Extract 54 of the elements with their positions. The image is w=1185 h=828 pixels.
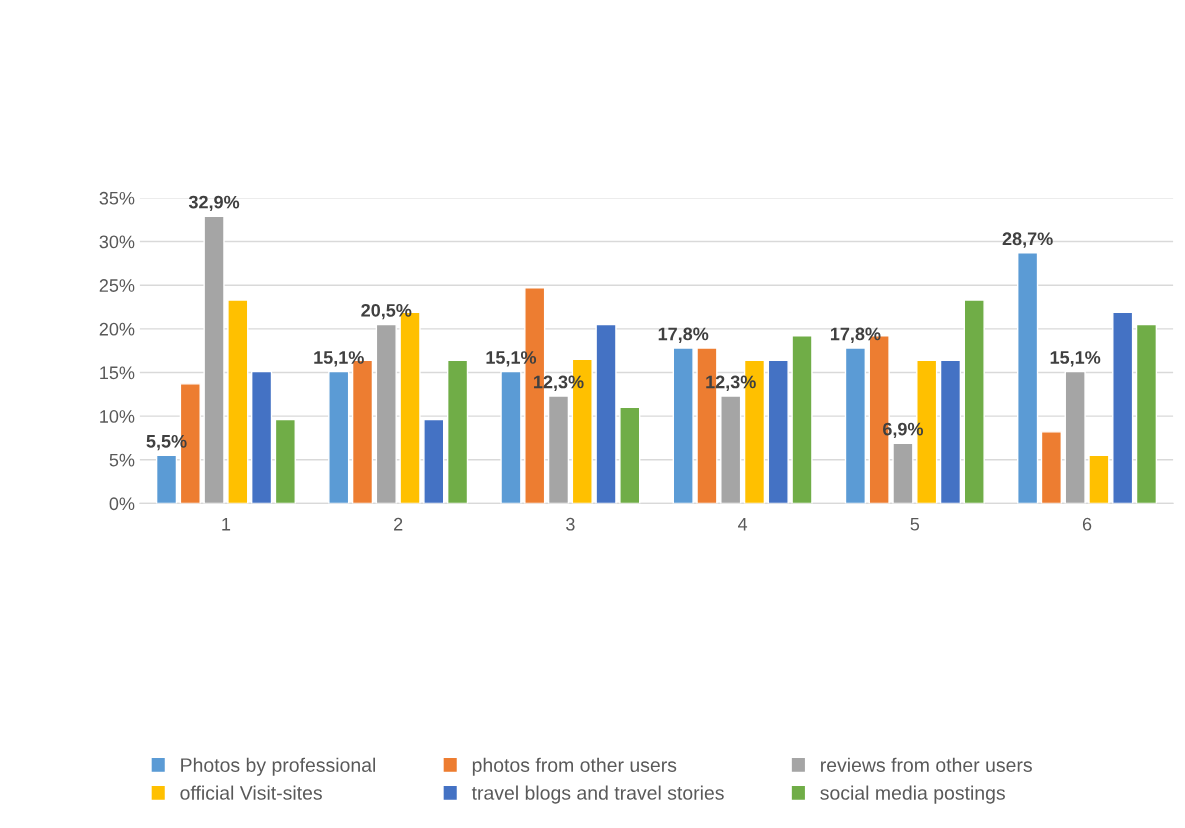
x-tick-label: 2: [394, 517, 403, 531]
bar: [423, 418, 445, 504]
legend-label: official Visit-sites: [180, 785, 322, 800]
bar: [500, 370, 522, 504]
bar: [720, 395, 742, 504]
bar: [1088, 454, 1110, 504]
bar: [791, 335, 813, 504]
y-tick-label: 15%: [100, 366, 135, 380]
bar: [227, 299, 249, 504]
y-tick-label: 30%: [99, 235, 135, 249]
data-label: 32,9%: [188, 195, 240, 212]
x-tick-label: 1: [222, 517, 231, 531]
y-tick-label: 20%: [99, 322, 135, 336]
x-tick-label: 3: [566, 517, 575, 531]
bar: [1112, 311, 1134, 504]
x-tick-label: 4: [737, 517, 748, 531]
bar: [250, 370, 273, 504]
legend-label: reviews from other users: [821, 757, 1032, 772]
bar: [1135, 323, 1158, 504]
y-tick-label: 25%: [99, 279, 135, 292]
data-label: 28,7%: [1002, 232, 1053, 248]
y-tick-label: 0%: [109, 497, 135, 511]
data-label: 17,8%: [658, 327, 709, 343]
data-label: 15,1%: [1050, 351, 1101, 367]
bar: [892, 442, 914, 504]
y-tick-label: 35%: [99, 191, 135, 205]
legend-label: photos from other users: [472, 757, 677, 776]
legend-label: Photos by professional: [181, 757, 376, 776]
bar: [328, 370, 350, 504]
bar: [274, 418, 296, 504]
bar: [155, 454, 178, 504]
bar: [767, 359, 789, 504]
data-label: 17,8%: [830, 327, 881, 343]
bar: [1017, 252, 1039, 504]
bar: [1064, 370, 1086, 504]
bar: [844, 347, 867, 504]
x-tick-label: 6: [1082, 517, 1092, 531]
x-tick-label: 5: [910, 517, 920, 531]
bar: [1040, 431, 1062, 504]
data-label: 20,5%: [361, 303, 412, 320]
data-label: 15,1%: [314, 351, 364, 367]
bar: [939, 359, 962, 504]
y-tick-label: 10%: [100, 410, 135, 423]
bar: [446, 359, 469, 504]
bar: [619, 406, 641, 504]
bar: [963, 299, 985, 504]
y-tick-label: 5%: [109, 453, 135, 467]
bar: [375, 323, 397, 504]
bar: [547, 395, 570, 504]
bar: [672, 347, 694, 504]
bar: [595, 323, 617, 504]
bar: [203, 215, 225, 504]
legend-label: travel blogs and travel stories: [471, 785, 724, 804]
legend-label: social media postings: [820, 785, 1005, 804]
